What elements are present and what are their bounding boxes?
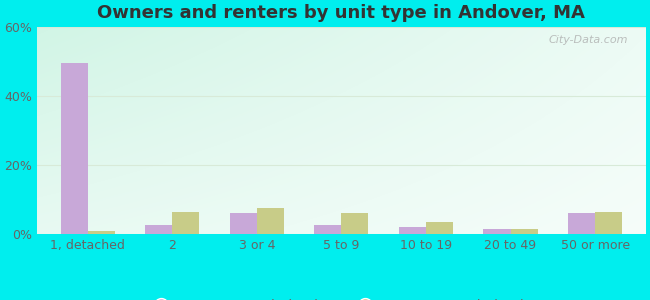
Bar: [595, 212, 622, 234]
Text: City-Data.com: City-Data.com: [548, 35, 627, 45]
Bar: [426, 222, 453, 234]
Bar: [257, 208, 284, 234]
Bar: [145, 225, 172, 234]
Title: Owners and renters by unit type in Andover, MA: Owners and renters by unit type in Andov…: [98, 4, 585, 22]
Bar: [341, 213, 369, 234]
Bar: [60, 63, 88, 234]
Bar: [510, 229, 538, 234]
Bar: [568, 213, 595, 234]
Bar: [229, 213, 257, 234]
Bar: [315, 225, 341, 234]
Bar: [399, 227, 426, 234]
Legend: Owner occupied units, Renter occupied units: Owner occupied units, Renter occupied un…: [141, 293, 541, 300]
Bar: [172, 212, 200, 234]
Bar: [88, 230, 114, 234]
Bar: [484, 229, 510, 234]
